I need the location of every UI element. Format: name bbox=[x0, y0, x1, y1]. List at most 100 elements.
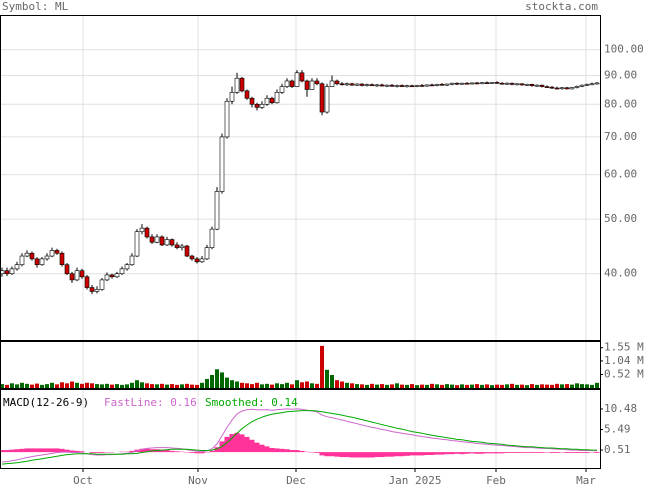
macd-histogram-bar bbox=[19, 448, 25, 453]
macd-histogram-bar bbox=[279, 448, 285, 453]
volume-bar bbox=[150, 384, 154, 388]
macd-histogram-bar bbox=[414, 452, 420, 456]
macd-histogram-bar bbox=[454, 452, 460, 454]
y-tick-label: 100.00 bbox=[604, 43, 644, 56]
macd-histogram-bar bbox=[364, 452, 370, 458]
candle-body bbox=[399, 85, 405, 87]
macd-histogram-bar bbox=[14, 449, 20, 453]
x-tick-label: Nov bbox=[188, 474, 208, 486]
fast-legend: FastLine: 0.16 bbox=[104, 396, 197, 409]
candle-body bbox=[474, 82, 480, 85]
macd-histogram-bar bbox=[139, 448, 145, 453]
candle-body bbox=[149, 236, 155, 243]
candle-body bbox=[584, 84, 590, 86]
candle-body bbox=[384, 84, 390, 87]
volume-bar bbox=[560, 384, 564, 388]
macd-histogram-bar bbox=[394, 452, 400, 457]
volume-bar bbox=[330, 375, 334, 388]
candle-body bbox=[234, 77, 240, 93]
volume-bar bbox=[15, 384, 19, 388]
candle-body bbox=[324, 86, 330, 113]
smooth-legend: Smoothed: 0.14 bbox=[205, 396, 298, 409]
candle-body bbox=[259, 103, 265, 108]
y-tick-label: 0.52 M bbox=[604, 367, 644, 380]
macd-histogram-bar bbox=[579, 452, 585, 453]
macd-histogram-bar bbox=[164, 450, 170, 453]
volume-bar bbox=[185, 383, 189, 388]
volume-bar bbox=[520, 384, 524, 388]
candle-body bbox=[529, 84, 535, 87]
candle-body bbox=[114, 273, 120, 278]
candle-body bbox=[9, 268, 15, 275]
candle-body bbox=[79, 270, 85, 278]
volume-bar bbox=[265, 383, 269, 388]
macd-histogram-bar bbox=[94, 452, 100, 453]
candle-body bbox=[284, 80, 290, 87]
macd-histogram-bar bbox=[344, 452, 350, 458]
volume-bar bbox=[110, 384, 114, 388]
volume-bar bbox=[60, 382, 64, 388]
volume-bar bbox=[475, 384, 479, 388]
macd-histogram-bar bbox=[419, 452, 425, 456]
volume-bar bbox=[325, 369, 329, 388]
candle-body bbox=[29, 252, 35, 260]
volume-bar bbox=[395, 383, 399, 388]
candle-body bbox=[159, 236, 165, 246]
volume-bar bbox=[425, 384, 429, 388]
volume-bar bbox=[470, 384, 474, 388]
volume-bar bbox=[180, 384, 184, 388]
volume-bar bbox=[490, 385, 494, 388]
price-frame bbox=[0, 15, 601, 341]
macd-histogram-bar bbox=[264, 446, 270, 453]
volume-bar bbox=[355, 384, 359, 388]
candle-body bbox=[154, 236, 160, 243]
candle-body bbox=[84, 276, 90, 288]
volume-bar bbox=[360, 384, 364, 388]
macd-histogram-bar bbox=[484, 452, 490, 454]
candle-body bbox=[54, 250, 60, 254]
macd-histogram-bar bbox=[34, 448, 40, 453]
volume-bar bbox=[400, 384, 404, 388]
candle-body bbox=[254, 103, 260, 108]
candle-body bbox=[39, 258, 45, 266]
candle-body bbox=[59, 252, 65, 266]
y-tick-label: 5.49 bbox=[604, 423, 631, 436]
candle-body bbox=[479, 82, 485, 84]
macd-histogram-bar bbox=[9, 449, 15, 453]
candle-body bbox=[329, 80, 335, 87]
y-tick-label: 1.04 M bbox=[604, 354, 644, 367]
macd-histogram-bar bbox=[529, 452, 535, 453]
macd-histogram-bar bbox=[379, 452, 385, 458]
macd-histogram-bar bbox=[519, 452, 525, 453]
macd-histogram-bar bbox=[144, 448, 150, 453]
macd-histogram-bar bbox=[434, 452, 440, 455]
macd-histogram-bar bbox=[174, 451, 180, 453]
candle-body bbox=[339, 83, 345, 86]
volume-bar bbox=[65, 383, 69, 388]
candle-body bbox=[24, 252, 30, 257]
macd-histogram-bar bbox=[469, 452, 475, 454]
candle-body bbox=[89, 287, 95, 292]
volume-bar bbox=[430, 383, 434, 388]
volume-bar bbox=[390, 384, 394, 388]
candle-body bbox=[19, 255, 25, 266]
volume-bar bbox=[290, 384, 294, 388]
volume-bar bbox=[85, 382, 89, 388]
volume-bar bbox=[250, 384, 254, 388]
candle-body bbox=[119, 268, 125, 275]
y-tick-label: 1.55 M bbox=[604, 341, 644, 354]
candle-body bbox=[579, 84, 585, 87]
volume-bar bbox=[30, 384, 34, 388]
volume-bar bbox=[40, 384, 44, 388]
candle-body bbox=[564, 87, 570, 90]
volume-bar bbox=[70, 381, 74, 388]
macd-histogram-bar bbox=[319, 452, 325, 456]
candle-body bbox=[424, 84, 430, 87]
macd-histogram-bar bbox=[474, 452, 480, 454]
site-label: stockta.com bbox=[525, 0, 598, 13]
macd-histogram-bar bbox=[374, 452, 380, 458]
volume-bar bbox=[95, 384, 99, 388]
candle-body bbox=[274, 92, 280, 104]
volume-bar bbox=[340, 381, 344, 388]
candle-body bbox=[489, 82, 495, 84]
